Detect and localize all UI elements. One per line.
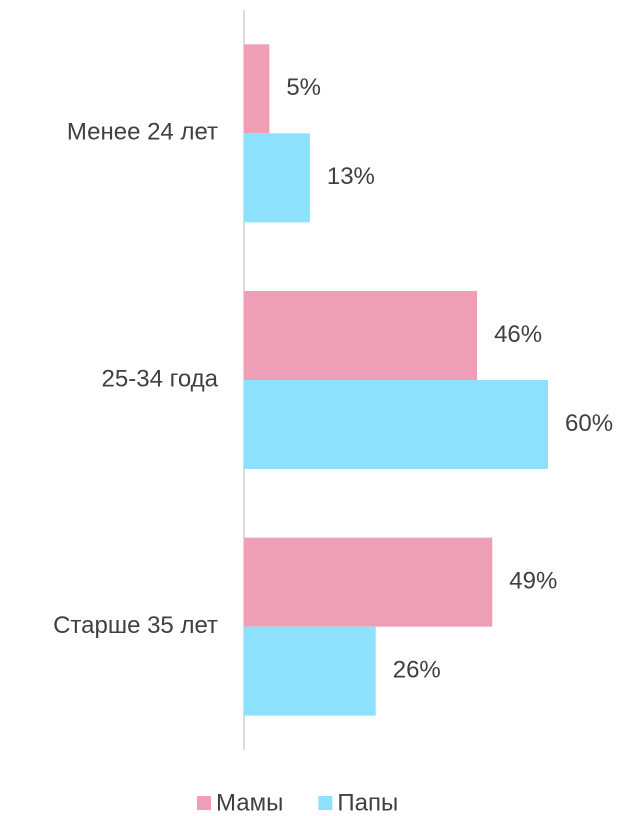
legend-label: Мамы: [216, 789, 283, 816]
y-tick-label: Старше 35 лет: [53, 612, 218, 639]
bar: [244, 291, 478, 380]
value-label: 13%: [327, 163, 375, 190]
bar: [244, 44, 270, 134]
legend-label: Папы: [337, 789, 398, 816]
bar: [244, 380, 548, 469]
value-label: 60%: [565, 410, 613, 437]
bar: [244, 537, 493, 627]
value-label: 26%: [393, 657, 441, 684]
value-label: 49%: [509, 568, 557, 595]
legend-swatch: [318, 796, 333, 810]
bar: [244, 133, 310, 223]
value-label: 46%: [494, 321, 542, 348]
y-tick-label: 25-34 года: [102, 365, 219, 392]
legend-swatch: [197, 796, 211, 810]
y-tick-label: Менее 24 лет: [67, 119, 218, 146]
value-label: 5%: [286, 74, 321, 101]
bar: [244, 626, 376, 716]
